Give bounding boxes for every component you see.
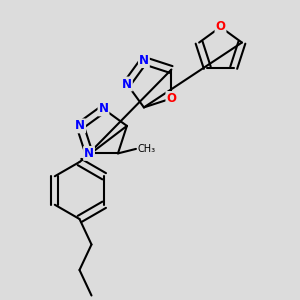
Text: O: O — [215, 20, 226, 34]
Text: N: N — [122, 77, 132, 91]
Text: N: N — [75, 119, 85, 132]
Text: N: N — [139, 54, 149, 67]
Text: N: N — [84, 147, 94, 160]
Text: N: N — [98, 102, 109, 116]
Text: CH₃: CH₃ — [137, 144, 156, 154]
Text: O: O — [167, 92, 176, 105]
